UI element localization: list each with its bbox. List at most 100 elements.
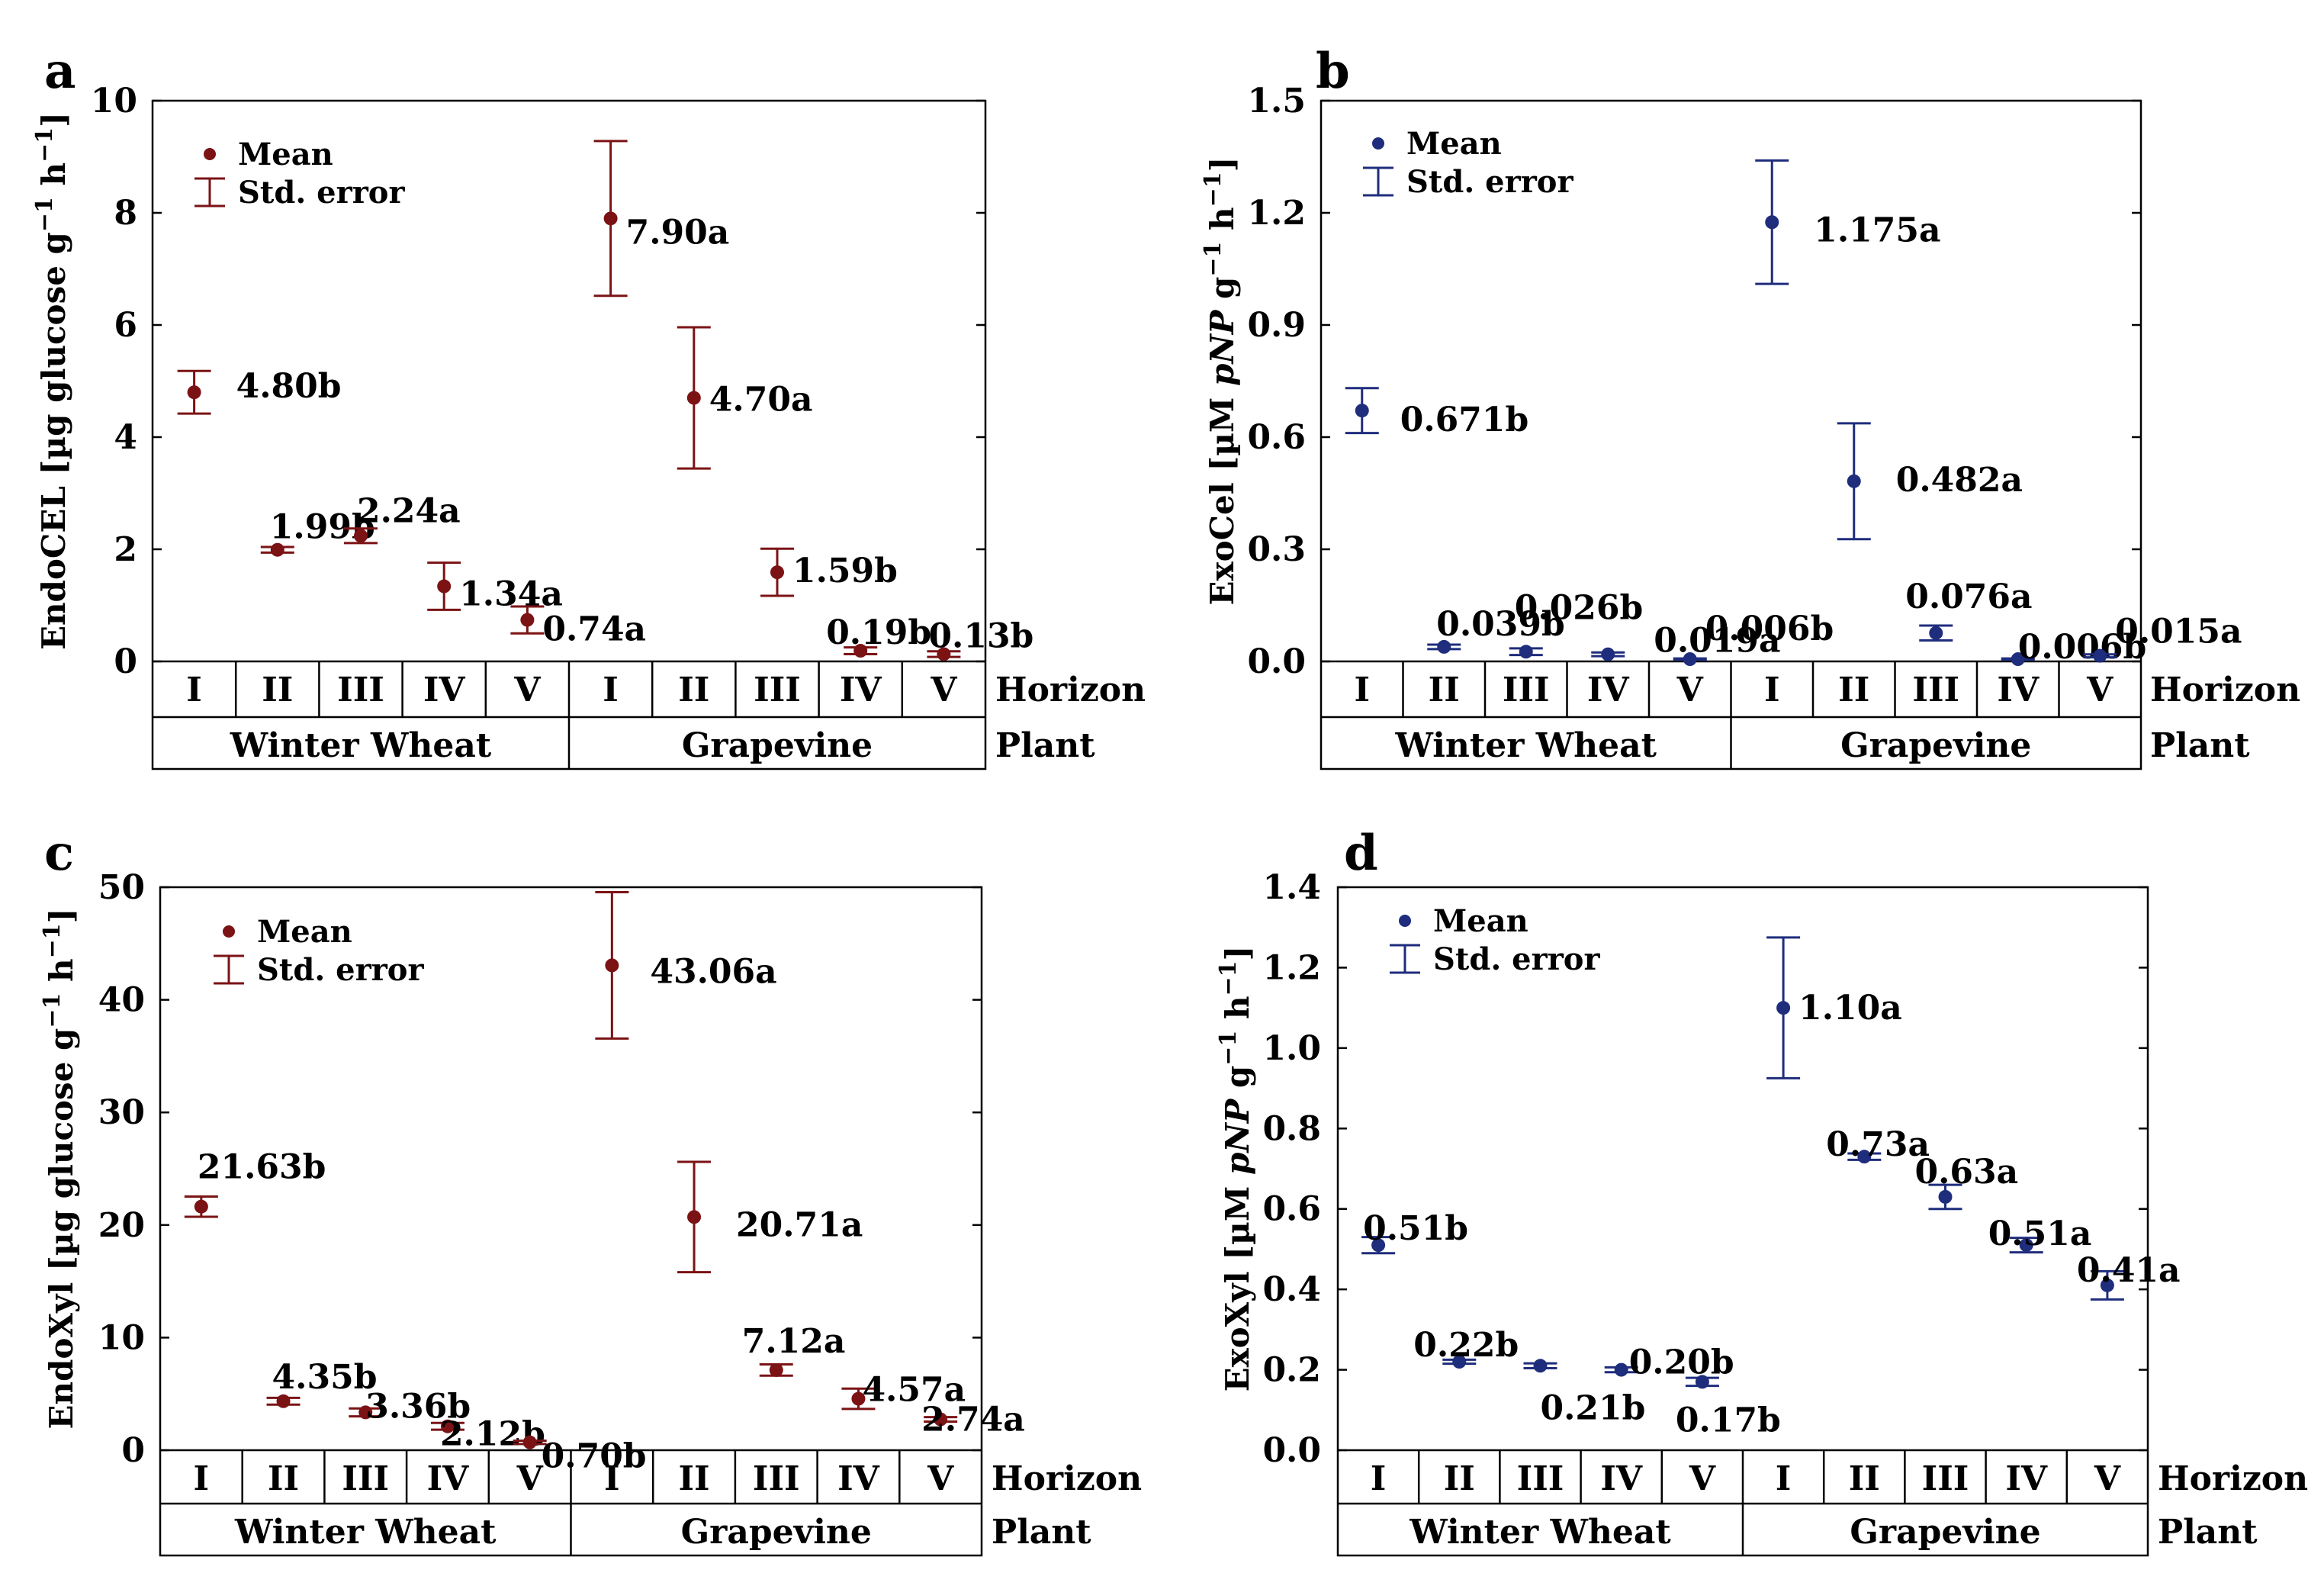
- data-label: 3.36b: [365, 1387, 471, 1426]
- data-label: 2.74a: [921, 1401, 1025, 1440]
- horizon-label: II: [1429, 671, 1460, 709]
- y-tick-label: 0.6: [1262, 1190, 1321, 1229]
- y-tick-label: 0.3: [1247, 530, 1306, 569]
- data-label: 0.74a: [542, 610, 646, 649]
- y-axis-title-part: ]: [43, 909, 80, 924]
- horizon-label: III: [753, 1459, 800, 1498]
- y-tick-label: 0.0: [1262, 1431, 1321, 1470]
- y-axis-title-part: ExoXyl [µM: [1219, 1175, 1256, 1391]
- y-axis-title-part: h: [35, 162, 72, 197]
- horizon-label: III: [1922, 1459, 1969, 1498]
- mean-point: [1614, 1362, 1628, 1377]
- y-tick-label: 6: [114, 306, 137, 345]
- y-tick-label: 30: [98, 1093, 145, 1132]
- y-axis-title-part: g: [1219, 1066, 1256, 1099]
- data-label: 21.63b: [198, 1148, 326, 1187]
- mean-point: [934, 1412, 948, 1427]
- plant-axis-title: Plant: [2158, 1513, 2258, 1552]
- panel-letter: c: [44, 825, 74, 882]
- y-tick-label: 4: [114, 418, 137, 457]
- y-tick-label: 0: [114, 642, 137, 681]
- mean-point: [522, 1435, 537, 1449]
- y-tick-label: 1.2: [1262, 948, 1321, 987]
- data-label: 1.10a: [1798, 989, 1902, 1028]
- mean-point: [1929, 626, 1943, 640]
- y-axis-title-superscript: −1: [31, 127, 58, 162]
- horizon-label: III: [337, 671, 384, 709]
- mean-point: [605, 958, 619, 973]
- mean-point: [1355, 404, 1369, 418]
- y-axis-title-part: pNP: [1219, 1098, 1256, 1175]
- horizon-label: I: [1764, 671, 1780, 709]
- mean-point: [276, 1394, 291, 1408]
- y-axis-title-part: h: [1219, 996, 1256, 1030]
- horizon-label: I: [1776, 1459, 1792, 1498]
- data-label: 4.35b: [272, 1358, 378, 1397]
- y-tick-label: 40: [98, 981, 145, 1020]
- panel-letter: d: [1344, 825, 1378, 882]
- horizon-label: I: [1371, 1459, 1387, 1498]
- horizon-label: I: [603, 671, 619, 709]
- horizon-label: II: [262, 671, 293, 709]
- data-label: 0.17b: [1676, 1401, 1781, 1440]
- panel-letter: a: [44, 43, 76, 100]
- horizon-label: III: [1912, 671, 1959, 709]
- y-tick-label: 0.0: [1247, 642, 1306, 681]
- y-axis-title: EndoXyl [µg glucose g−1 h−1]: [39, 909, 81, 1430]
- data-label: 0.13b: [928, 616, 1033, 655]
- mean-point: [2011, 652, 2025, 667]
- data-label: 0.015a: [2115, 613, 2242, 651]
- y-axis-title-part: pNP: [1204, 309, 1241, 386]
- data-label: 2.24a: [357, 491, 461, 530]
- y-axis-title-part: ExoCel [µM: [1204, 386, 1241, 606]
- data-label: 0.20b: [1629, 1343, 1734, 1382]
- horizon-label: V: [513, 671, 541, 709]
- mean-point: [1452, 1355, 1467, 1369]
- plant-axis-title: Plant: [2150, 726, 2250, 765]
- legend-mean-label: Mean: [1406, 126, 1502, 162]
- horizon-label: V: [516, 1459, 544, 1498]
- mean-point: [1437, 639, 1451, 654]
- mean-point: [603, 211, 618, 226]
- y-axis-title-superscript: −1: [1200, 172, 1226, 207]
- horizon-label: III: [1503, 671, 1550, 709]
- y-axis-title-part: ]: [35, 112, 72, 127]
- mean-point: [194, 1199, 208, 1214]
- y-tick-label: 20: [98, 1206, 145, 1245]
- y-tick-label: 0: [121, 1431, 145, 1470]
- data-label: 0.006b: [2018, 628, 2147, 667]
- horizon-axis-title: Horizon: [2150, 671, 2300, 709]
- mean-point: [1371, 1238, 1386, 1253]
- y-axis-title-part: EndoXyl [µg glucose g: [43, 1028, 80, 1430]
- data-label: 0.026b: [1515, 588, 1644, 627]
- y-axis-title-part: h: [1204, 207, 1241, 241]
- plant-label: Winter Wheat: [234, 1513, 497, 1552]
- y-tick-label: 0.6: [1247, 418, 1306, 457]
- y-axis-title: EndoCEL [µg glucose g−1 h−1]: [31, 112, 73, 650]
- mean-point: [769, 1362, 783, 1377]
- horizon-label: II: [1849, 1459, 1880, 1498]
- mean-point: [686, 391, 701, 405]
- y-tick-label: 10: [91, 82, 137, 121]
- horizon-label: II: [678, 1459, 709, 1498]
- data-label: 4.57a: [862, 1371, 966, 1410]
- legend-std-error-label: Std. error: [1433, 941, 1600, 977]
- data-label: 0.51a: [1988, 1214, 2092, 1253]
- plant-axis-title: Plant: [995, 726, 1095, 765]
- y-axis-title-superscript: −1: [1215, 960, 1242, 996]
- mean-point: [2100, 1278, 2114, 1292]
- data-label: 20.71a: [736, 1205, 863, 1244]
- horizon-label: III: [342, 1459, 389, 1498]
- mean-point: [1695, 1375, 1709, 1389]
- data-label: 0.019a: [1654, 622, 1780, 661]
- mean-point: [354, 529, 368, 543]
- y-tick-label: 1.4: [1262, 868, 1321, 907]
- y-axis-title-superscript: −1: [39, 923, 66, 958]
- horizon-label: V: [930, 671, 957, 709]
- horizon-label: II: [1838, 671, 1869, 709]
- horizon-label: IV: [423, 671, 466, 709]
- mean-point: [1847, 474, 1861, 488]
- y-tick-label: 0.8: [1262, 1109, 1321, 1148]
- horizon-label: II: [678, 671, 709, 709]
